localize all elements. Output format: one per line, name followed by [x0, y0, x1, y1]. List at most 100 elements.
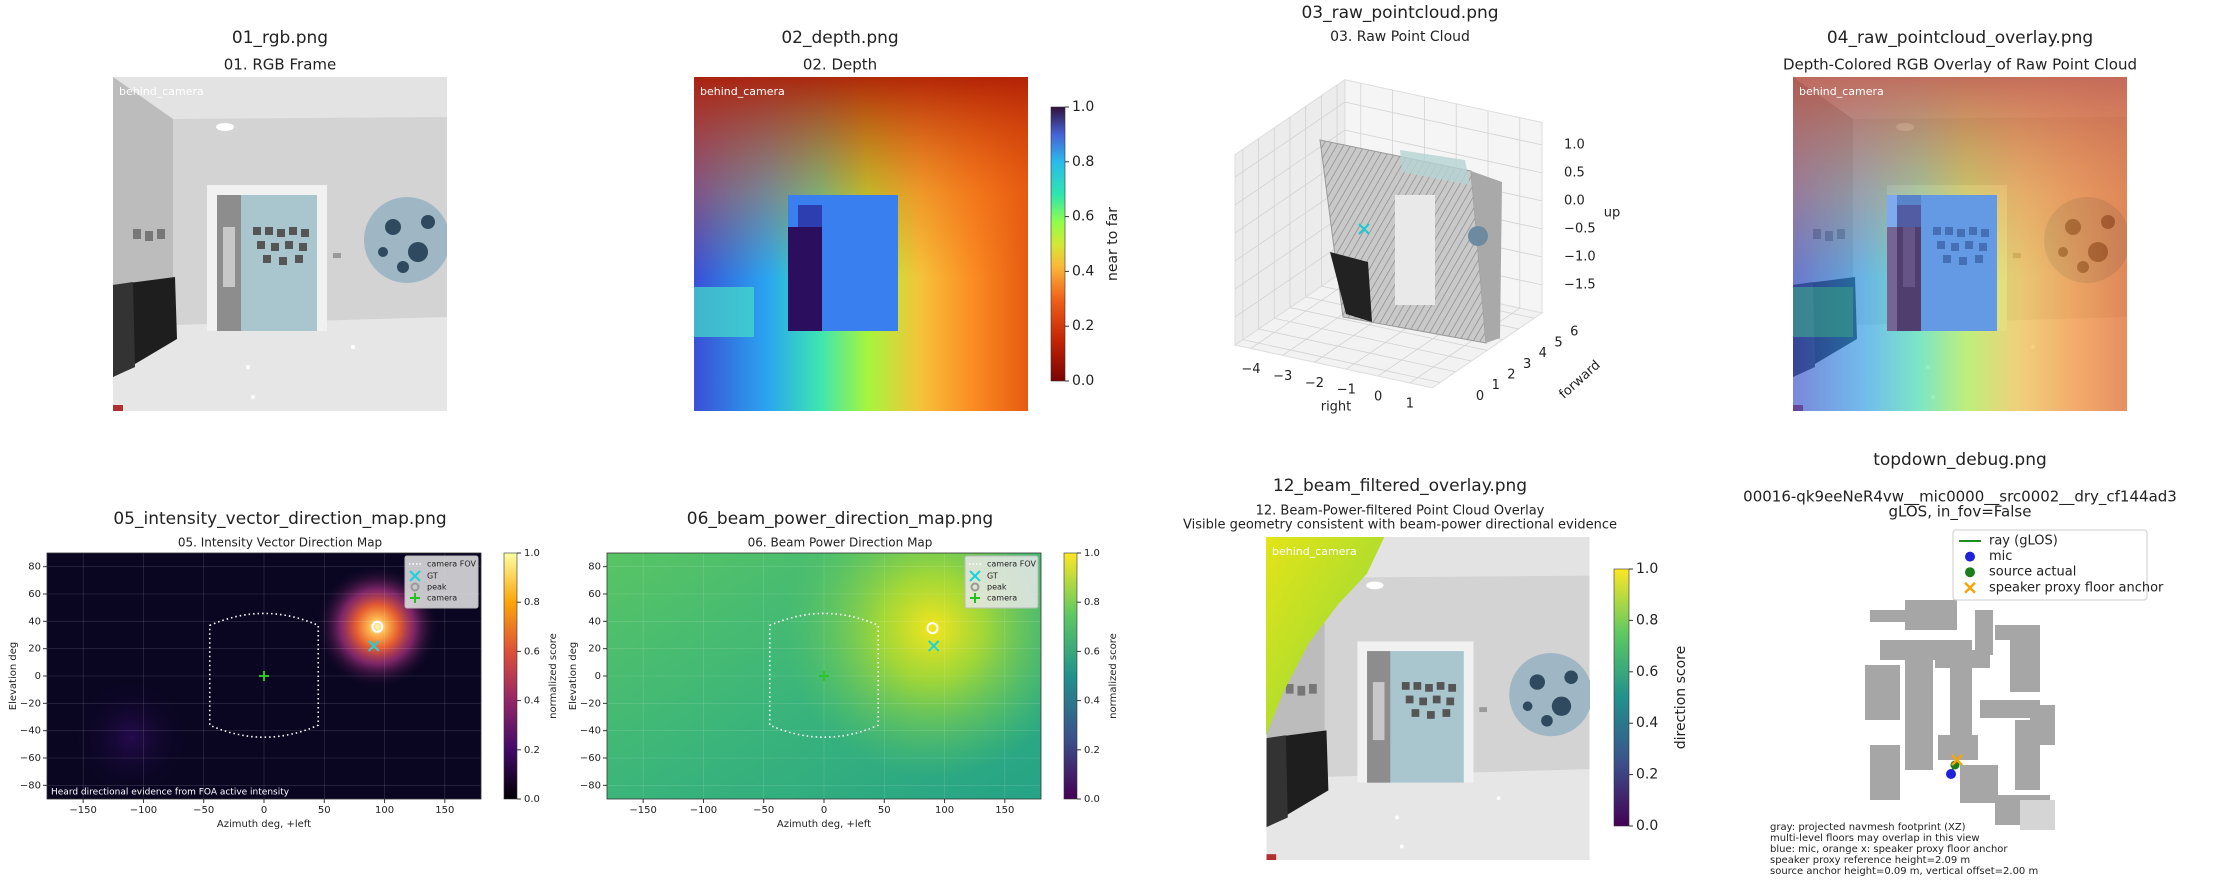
- grid-line: [1344, 129, 1543, 174]
- x-tick-label: 150: [435, 805, 454, 816]
- legend-sample: [970, 582, 980, 592]
- file-title: 12_beam_filtered_overlay.png: [1273, 476, 1527, 496]
- point-cloud-side: [1471, 171, 1502, 343]
- colorbar: [1050, 106, 1066, 382]
- x-tick-label: 0: [261, 805, 267, 816]
- colorbar-tick-label: 1.0: [1636, 561, 1658, 577]
- depth-overlay: [1793, 77, 2127, 411]
- legend-label: source actual: [1989, 565, 2076, 580]
- legend-sample: [410, 593, 420, 603]
- image-label: behind_camera: [1799, 85, 1884, 98]
- legend-label: mic: [1989, 549, 2012, 564]
- y-tick-label: 40: [28, 616, 41, 627]
- legend-sample: [1964, 581, 1976, 594]
- point-cloud-sofa: [1330, 252, 1372, 322]
- grid-line: [1242, 339, 1441, 383]
- photo: [113, 77, 447, 411]
- colorbar: [503, 552, 518, 800]
- point-cloud-strip: [1400, 150, 1470, 185]
- grid-line: [1234, 101, 1346, 178]
- panel-title: 03. Raw Point Cloud: [1330, 29, 1470, 45]
- x-tick-label: 1: [1406, 396, 1414, 411]
- peak-marker: [926, 622, 939, 635]
- peak-marker: [371, 620, 384, 633]
- x-tick-label: 50: [878, 805, 891, 816]
- depth-image: [694, 77, 1028, 411]
- panel-title: 12. Beam-Power-filtered Point Cloud Over…: [1256, 504, 1545, 519]
- legend-label: camera: [987, 594, 1017, 603]
- colorbar-tick-label: 0.6: [1636, 664, 1658, 680]
- colorbar-tick-label: 0.4: [1084, 696, 1100, 707]
- panel-title: 06. Beam Power Direction Map: [748, 536, 933, 550]
- x-axis-label: Azimuth deg, +left: [777, 819, 871, 830]
- file-title: 03_raw_pointcloud.png: [1301, 3, 1498, 23]
- grid-line: [1234, 185, 1346, 262]
- legend-label: peak: [987, 583, 1007, 592]
- image-label: behind_camera: [119, 85, 204, 98]
- y-tick-label: −40: [20, 726, 41, 737]
- colorbar: [1063, 552, 1078, 800]
- x-tick-label: −4: [1241, 362, 1260, 377]
- plot-frame: [46, 552, 482, 800]
- gt-marker: [367, 640, 380, 652]
- grid-line: [1234, 241, 1346, 318]
- x-tick-label: −1: [1337, 383, 1356, 398]
- x-tick-label: −50: [193, 805, 214, 816]
- navmesh-footprint: [1905, 600, 1957, 630]
- colorbar-tick-label: 0.6: [524, 646, 540, 657]
- y-tick-label: 20: [28, 644, 41, 655]
- plot-frame: [606, 552, 1042, 800]
- x-tick-label: −50: [753, 805, 774, 816]
- x-tick-label: −2: [1305, 376, 1324, 391]
- legend-label: peak: [427, 583, 447, 592]
- legend-label: GT: [427, 572, 438, 581]
- colorbar-tick-label: 0.4: [1072, 263, 1094, 279]
- y-tick-label: 80: [28, 562, 41, 573]
- point-cloud-door: [1395, 195, 1435, 305]
- y-tick-label: 80: [588, 562, 601, 573]
- colorbar-tick-label: 0.2: [1636, 767, 1658, 783]
- y-tick-label: −60: [580, 753, 601, 764]
- x-tick-label: 50: [318, 805, 331, 816]
- panel-title: 00016-qk9eeNeR4vw__mic0000__src0002__dry…: [1743, 488, 2177, 507]
- navmesh-footprint: [1950, 640, 1972, 735]
- note: blue: mic, orange x: speaker proxy floor…: [1770, 844, 2008, 855]
- colorbar-label: near to far: [1105, 207, 1121, 281]
- x-tick-label: 0: [821, 805, 827, 816]
- navmesh-footprint: [1980, 700, 2040, 718]
- image-label: behind_camera: [700, 85, 785, 98]
- colorbar-tick-label: 1.0: [524, 548, 540, 559]
- colorbar-tick-label: 0.0: [524, 794, 540, 805]
- file-title: 05_intensity_vector_direction_map.png: [113, 509, 446, 529]
- file-title: 06_beam_power_direction_map.png: [687, 509, 993, 529]
- panel-title: Depth-Colored RGB Overlay of Raw Point C…: [1783, 56, 2137, 74]
- y-tick-label: −20: [20, 698, 41, 709]
- x-tick-label: −3: [1273, 369, 1292, 384]
- annotation: Heard directional evidence from FOA acti…: [51, 788, 290, 798]
- navmesh-footprint: [1938, 735, 1978, 760]
- colorbar-tick-label: 0.8: [1084, 597, 1100, 608]
- x-tick-label: −150: [629, 805, 656, 816]
- y-tick-label: 20: [588, 644, 601, 655]
- camera-marker: [259, 671, 269, 681]
- grid-line: [1344, 101, 1543, 146]
- colorbar-tick-label: 0.0: [1636, 818, 1658, 834]
- colorbar-tick-label: 0.8: [1072, 154, 1094, 170]
- y-tick-label: −80: [20, 780, 41, 791]
- y-tick-label: −60: [20, 753, 41, 764]
- navmesh-footprint: [2010, 640, 2040, 692]
- x-tick-label: −100: [130, 805, 157, 816]
- y-tick-label: 6: [1570, 325, 1578, 340]
- navmesh-footprint: [1960, 765, 1998, 803]
- y-tick-label: −20: [580, 698, 601, 709]
- mic-marker: [1946, 769, 1956, 779]
- colorbar: [1613, 568, 1630, 827]
- camera-fov: [768, 612, 880, 738]
- file-title: 01_rgb.png: [232, 28, 328, 48]
- x-tick-label: −100: [690, 805, 717, 816]
- colorbar-tick-label: 1.0: [1072, 99, 1094, 115]
- panel-title: 01. RGB Frame: [224, 56, 336, 74]
- z-tick-label: 1.0: [1564, 137, 1585, 152]
- x-tick-label: 100: [375, 805, 394, 816]
- colorbar-tick-label: 0.6: [1072, 209, 1094, 225]
